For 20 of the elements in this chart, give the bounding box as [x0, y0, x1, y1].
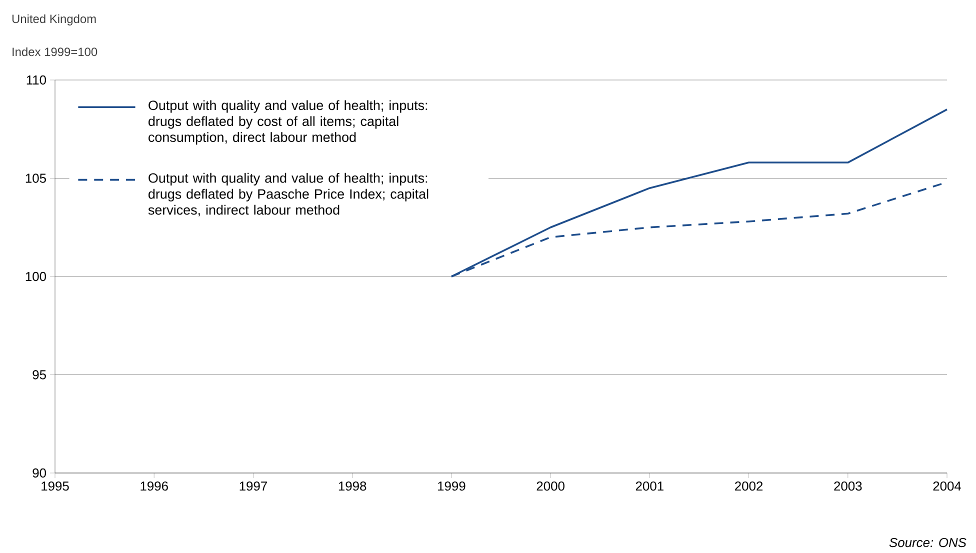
x-tick-label: 1999: [438, 482, 466, 491]
y-axis-title: Index 1999=100: [12, 47, 98, 56]
y-tick-label: 90: [32, 468, 46, 478]
y-tick-label: 95: [32, 370, 46, 380]
x-tick-label: 2004: [933, 482, 962, 491]
x-tick-label: 1998: [338, 482, 366, 491]
x-tick-label: 1995: [42, 482, 69, 491]
x-tick-label: 2002: [735, 482, 763, 491]
y-tick-label: 110: [26, 75, 46, 85]
x-tick-label: 1996: [140, 482, 168, 491]
x-tick-label: 1997: [240, 482, 267, 491]
x-tick-label: 2003: [834, 482, 862, 491]
y-tick-label: 100: [26, 272, 46, 282]
y-tick-label: 105: [26, 174, 46, 183]
legend-label: Output with quality and value of health; inputs: drugs deflated by Paasche Price Index; capital services, indirect labour method: [148, 172, 428, 216]
x-tick-label: 2001: [636, 482, 664, 491]
source-note: Source: ONS: [889, 538, 966, 548]
chart-title: United Kingdom: [12, 14, 96, 26]
x-tick-label: 2000: [536, 482, 564, 491]
legend-label: Output with quality and value of health; inputs: drugs deflated by cost of all items; capital consumption, direct labour method: [148, 100, 428, 145]
